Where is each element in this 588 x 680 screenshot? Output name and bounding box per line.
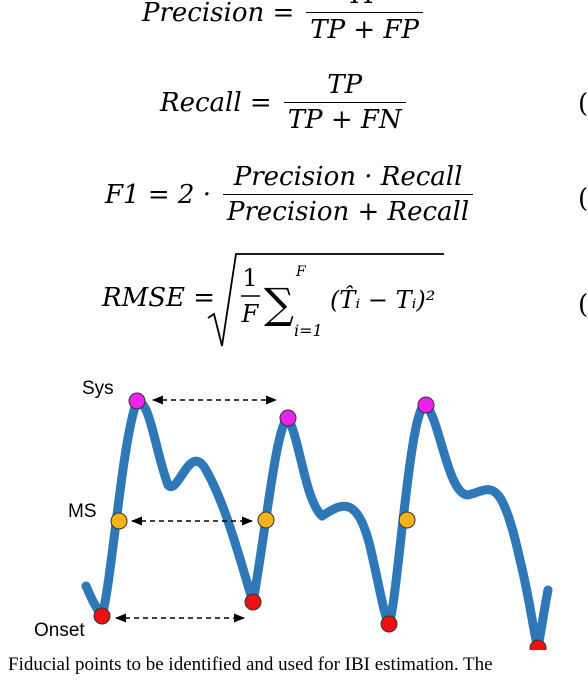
sys-point [128, 392, 146, 410]
f1-lhs: F1 = 2 · [105, 179, 211, 210]
sqrt-radical [207, 253, 444, 347]
figure-caption: Fiducial points to be identified and use… [8, 654, 493, 675]
precision-fraction: TP TP + FP [306, 0, 423, 45]
recall-numerator: TP [327, 70, 363, 100]
rmse-frac-denominator: F [241, 300, 260, 328]
rmse-summand: (T̂ᵢ − Tᵢ)² [330, 286, 435, 314]
f1-fraction: Precision · Recall Precision + Recall [222, 162, 474, 227]
rmse-equation: RMSE = 1 F ∑ F i=1 (T̂ᵢ − Tᵢ)² [101, 253, 444, 347]
rmse-lhs: RMSE = [101, 283, 215, 313]
recall-equation-number: ( [578, 89, 588, 119]
ms-point [257, 511, 275, 529]
rmse-frac-numerator: 1 [242, 264, 257, 292]
onset-point [380, 615, 398, 633]
precision-denominator: TP + FP [306, 12, 423, 45]
precision-lhs: Precision = [142, 0, 295, 28]
f1-equation-number: ( [578, 184, 588, 214]
summation-sign: ∑ [264, 279, 294, 328]
ms-point [398, 511, 416, 529]
ppg-waveform [81, 396, 553, 650]
sys-label: Sys [82, 378, 114, 399]
rmse-equation-number: ( [578, 290, 588, 320]
recall-lhs: Recall = [160, 87, 272, 118]
sys-point [279, 409, 297, 427]
sum-upper-limit: F [295, 264, 307, 280]
f1-denominator: Precision + Recall [222, 194, 474, 227]
recall-equation: Recall = TP TP + FN [160, 70, 406, 135]
ms-point [110, 512, 128, 530]
ms-label: MS [68, 501, 97, 522]
precision-equation: Precision = TP TP + FP [142, 0, 423, 45]
f1-equation: F1 = 2 · Precision · Recall Precision + … [105, 162, 474, 227]
precision-numerator: TP [343, 0, 386, 12]
sum-lower-limit: i=1 [294, 321, 323, 340]
fiducial-points-figure: Sys MS Onset [34, 378, 553, 650]
f1-numerator: Precision · Recall [233, 162, 463, 192]
onset-point [529, 639, 547, 650]
recall-fraction: TP TP + FN [283, 70, 406, 135]
sys-point [417, 396, 435, 414]
recall-denominator: TP + FN [283, 102, 406, 135]
onset-label: Onset [34, 620, 85, 641]
onset-point [244, 593, 262, 611]
onset-point [93, 607, 111, 625]
